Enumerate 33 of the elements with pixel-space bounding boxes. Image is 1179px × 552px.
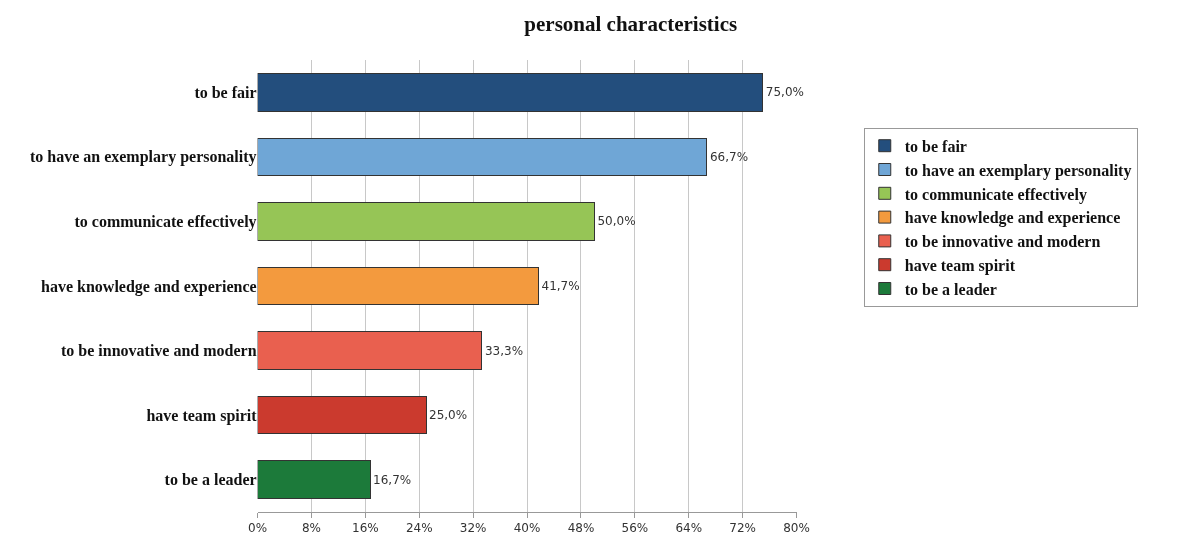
legend-label: have knowledge and experience <box>904 209 1121 228</box>
y-tick-label: to be a leader <box>164 471 257 489</box>
x-tick-label: 0% <box>248 521 268 536</box>
data-label: 75,0% <box>765 85 804 100</box>
x-tick-label: 80% <box>783 521 810 536</box>
legend-label: to be fair <box>904 137 967 155</box>
y-tick-label: to have an exemplary personality <box>29 148 257 167</box>
legend-label: have team spirit <box>904 256 1016 275</box>
chart-title: personal characteristics <box>524 12 738 37</box>
x-tick-label: 64% <box>675 521 703 536</box>
data-label: 33,3% <box>484 343 524 358</box>
data-label: 66,7% <box>709 149 749 164</box>
x-tick-label: 24% <box>405 521 433 536</box>
y-tick-label: have team spirit <box>146 406 258 425</box>
data-label: 16,7% <box>373 472 412 487</box>
y-tick-label: to communicate effectively <box>74 213 257 232</box>
legend-label: to communicate effectively <box>904 185 1087 204</box>
x-tick-label: 72% <box>729 521 756 536</box>
legend-label: to be a leader <box>904 280 997 298</box>
x-tick-label: 56% <box>621 521 649 536</box>
x-tick-label: 40% <box>513 521 541 536</box>
y-tick-label: to be innovative and modern <box>61 342 257 360</box>
y-tick-label: to be fair <box>194 83 257 101</box>
x-tick-label: 32% <box>459 521 487 536</box>
data-label: 25,0% <box>429 408 468 423</box>
data-label: 41,7% <box>541 279 580 293</box>
legend-label: to have an exemplary personality <box>904 161 1132 180</box>
legend-label: to be innovative and modern <box>904 233 1101 251</box>
x-tick-label: 8% <box>301 521 322 536</box>
x-tick-label: 16% <box>352 521 379 536</box>
y-tick-label: have knowledge and experience <box>41 277 257 296</box>
data-label: 50,0% <box>597 214 636 229</box>
x-tick-label: 48% <box>567 521 595 536</box>
